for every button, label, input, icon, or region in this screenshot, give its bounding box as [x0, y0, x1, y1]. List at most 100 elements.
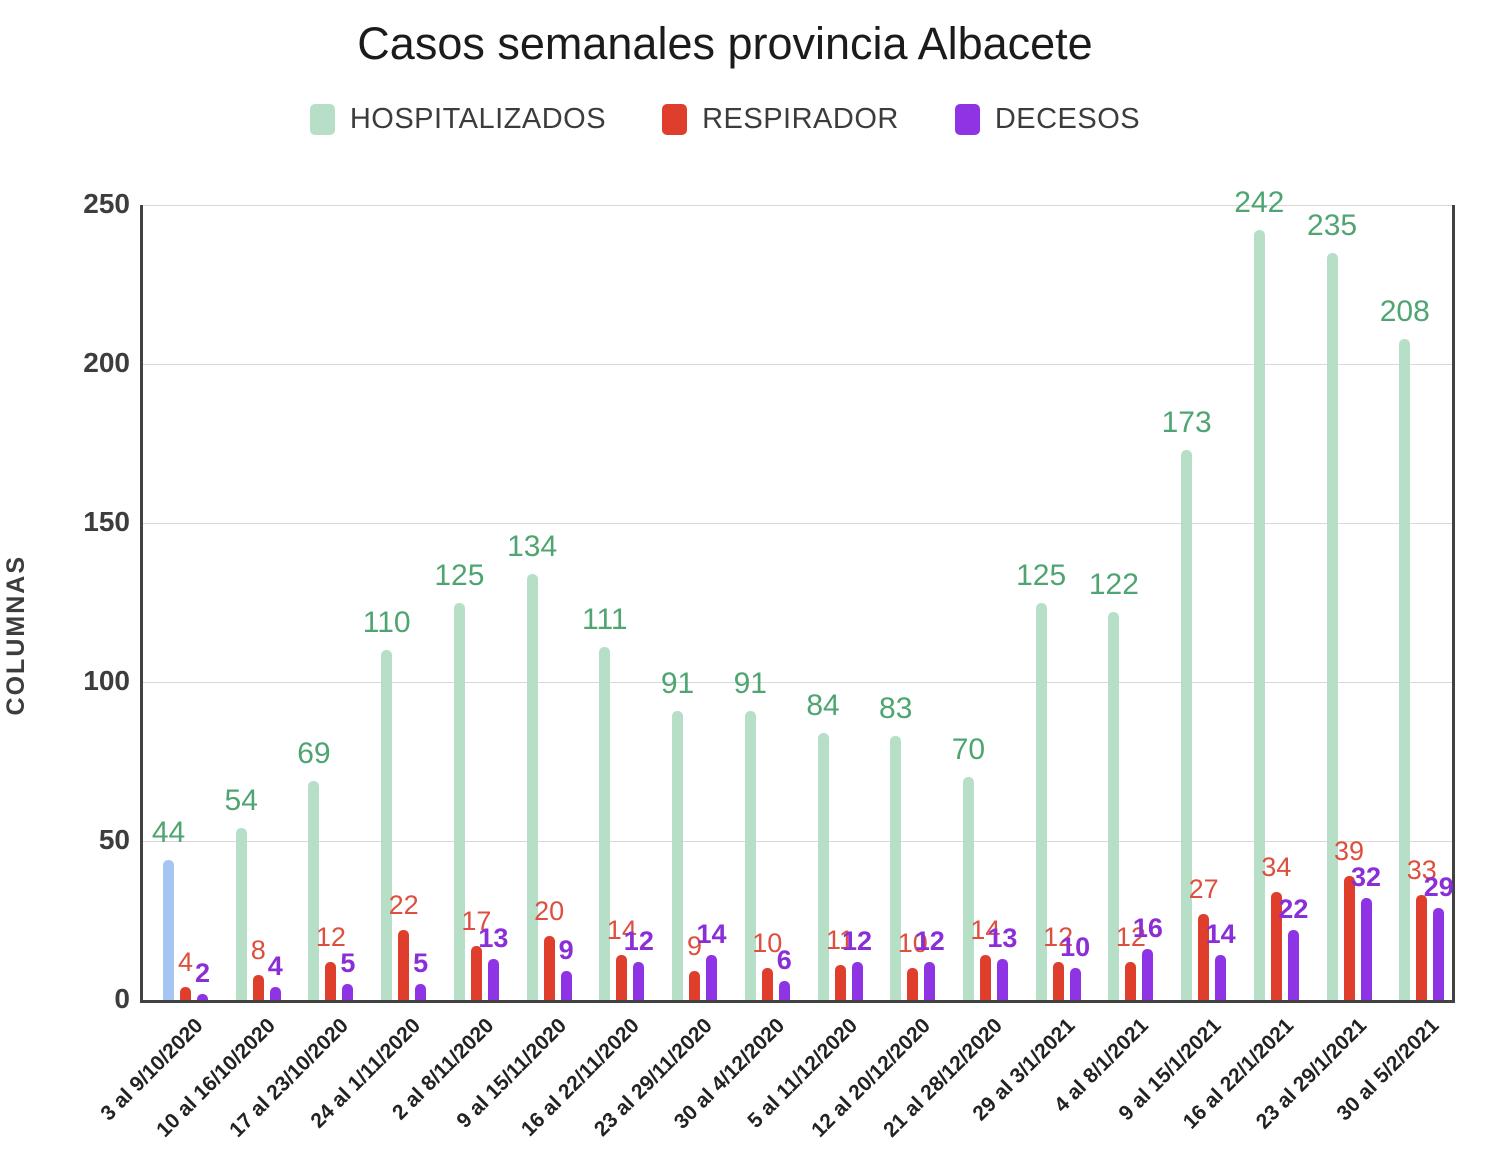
bar-value-label: 110 [362, 606, 411, 640]
bar-value-label: 122 [1088, 568, 1139, 602]
bar-respirador-5 [543, 936, 555, 1000]
decesos-swatch-icon [954, 104, 980, 135]
bar-value-label: 69 [297, 736, 331, 770]
bar-value-label: 13 [478, 922, 509, 953]
bar-value-label: 242 [1234, 186, 1285, 220]
bar-hospitalizados-2 [308, 780, 320, 1000]
bar-hospitalizados-5 [526, 573, 538, 1000]
bar-decesos-2 [342, 984, 354, 1000]
bar-decesos-0 [197, 993, 208, 1000]
bar-value-label: 27 [1188, 874, 1219, 905]
plot-right-border [1452, 205, 1455, 1003]
bar-respirador-10 [907, 968, 919, 1000]
bar-value-label: 12 [1043, 921, 1074, 952]
bar-decesos-10 [924, 961, 936, 1000]
hospitalizados-swatch-icon [309, 104, 335, 135]
bar-decesos-4 [487, 958, 499, 1000]
bar-value-label: 54 [224, 784, 258, 818]
bar-respirador-6 [616, 955, 628, 1000]
bar-respirador-2 [325, 961, 337, 1000]
bar-value-label: 10 [752, 928, 783, 959]
bar-respirador-17 [1416, 895, 1428, 1000]
bar-value-label: 10 [897, 928, 928, 959]
bar-value-label: 125 [1016, 558, 1067, 592]
bar-value-label: 208 [1379, 294, 1430, 328]
y-tick-label: 200 [83, 347, 130, 378]
bar-hospitalizados-16 [1326, 252, 1338, 1000]
bar-hospitalizados-1 [235, 828, 247, 1000]
bar-decesos-7 [706, 955, 718, 1000]
bar-decesos-3 [415, 984, 427, 1000]
bar-decesos-15 [1287, 930, 1299, 1000]
bar-respirador-13 [1125, 961, 1137, 1000]
bar-respirador-16 [1343, 875, 1355, 1000]
bar-value-label: 11 [825, 925, 855, 956]
bar-value-label: 2 [194, 957, 211, 988]
y-tick-label: 0 [114, 983, 130, 1014]
bar-value-label: 235 [1307, 208, 1358, 242]
bar-decesos-12 [1069, 968, 1081, 1000]
gridline-200 [143, 364, 1452, 365]
y-axis-line [140, 205, 143, 1003]
bar-respirador-7 [689, 971, 701, 1000]
bar-value-label: 14 [1205, 919, 1236, 950]
x-axis-line [140, 1000, 1455, 1003]
bar-value-label: 84 [806, 688, 840, 722]
bar-hospitalizados-3 [381, 650, 393, 1000]
bar-value-label: 9 [687, 931, 703, 962]
bar-decesos-9 [851, 961, 863, 1000]
bar-hospitalizados-6 [599, 647, 611, 1000]
bar-value-label: 91 [660, 666, 695, 700]
y-tick-label: 250 [83, 188, 130, 219]
bar-value-label: 20 [534, 896, 565, 927]
bar-value-label: 12 [315, 921, 346, 952]
y-tick-label: 150 [83, 506, 130, 537]
bar-hospitalizados-9 [817, 732, 829, 1000]
gridline-250 [143, 205, 1452, 206]
bar-value-label: 16 [1132, 913, 1163, 944]
legend-label-decesos: DECESOS [994, 103, 1141, 135]
bar-respirador-15 [1270, 891, 1282, 1000]
bar-decesos-6 [633, 961, 645, 1000]
bar-hospitalizados-7 [672, 710, 684, 1000]
bar-value-label: 9 [558, 935, 574, 966]
chart-legend: HOSPITALIZADOS RESPIRADOR DECESOS [0, 103, 1450, 136]
bar-respirador-11 [979, 955, 991, 1000]
bar-decesos-1 [269, 987, 281, 1000]
bar-value-label: 6 [776, 944, 792, 975]
bar-decesos-11 [996, 958, 1008, 1000]
legend-label-respirador: RESPIRADOR [702, 103, 899, 135]
bar-value-label: 14 [606, 915, 637, 946]
bar-decesos-8 [778, 980, 790, 1000]
bar-value-label: 4 [177, 947, 194, 978]
y-axis-title: COLUMNAS [2, 555, 30, 716]
bar-respirador-1 [252, 974, 264, 1000]
bar-value-label: 134 [507, 529, 558, 563]
bar-respirador-4 [470, 945, 482, 1000]
bar-value-label: 91 [733, 666, 767, 700]
bar-hospitalizados-15 [1253, 230, 1265, 1000]
bar-hospitalizados-14 [1181, 449, 1193, 1000]
bar-value-label: 22 [1278, 894, 1309, 925]
bar-hospitalizados-17 [1399, 338, 1411, 1000]
bar-value-label: 111 [582, 603, 628, 637]
bar-value-label: 39 [1334, 835, 1365, 866]
bar-hospitalizados-8 [744, 710, 756, 1000]
bar-value-label: 12 [1115, 921, 1146, 952]
bar-respirador-0 [180, 987, 191, 1000]
bar-value-label: 34 [1261, 851, 1292, 882]
bar-respirador-8 [761, 968, 773, 1000]
bar-value-label: 17 [461, 905, 492, 936]
bar-hospitalizados-0 [163, 860, 174, 1000]
bar-hospitalizados-13 [1108, 612, 1120, 1000]
bar-value-label: 13 [987, 922, 1018, 953]
bar-value-label: 29 [1423, 871, 1454, 902]
legend-item-hospitalizados: HOSPITALIZADOS [309, 103, 606, 136]
bar-value-label: 12 [914, 925, 945, 956]
bar-value-label: 8 [250, 934, 266, 965]
bar-value-label: 22 [388, 890, 419, 921]
bar-value-label: 5 [340, 948, 356, 979]
bar-value-label: 125 [434, 558, 485, 592]
respirador-swatch-icon [662, 104, 688, 135]
